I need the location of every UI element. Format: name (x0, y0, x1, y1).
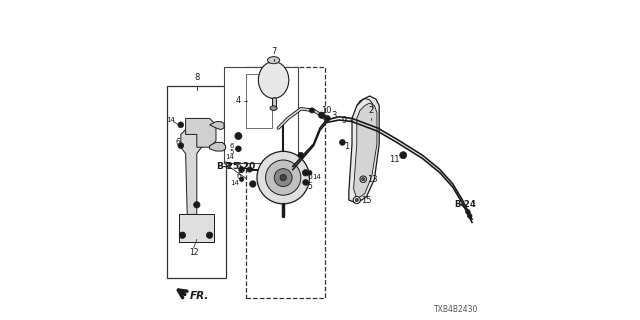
Polygon shape (354, 103, 377, 199)
Circle shape (303, 170, 309, 176)
Text: 6: 6 (236, 172, 241, 180)
Circle shape (298, 152, 304, 158)
Circle shape (310, 108, 315, 113)
Circle shape (303, 180, 308, 185)
Circle shape (239, 177, 244, 181)
Text: 11: 11 (390, 155, 400, 164)
Circle shape (194, 202, 200, 208)
FancyBboxPatch shape (224, 67, 298, 163)
Circle shape (235, 132, 242, 140)
Ellipse shape (259, 62, 289, 99)
Circle shape (339, 140, 346, 145)
Text: 6: 6 (230, 143, 234, 148)
Ellipse shape (270, 106, 277, 110)
Text: 1: 1 (344, 142, 349, 151)
Text: 4: 4 (236, 96, 241, 105)
Polygon shape (181, 128, 202, 214)
Circle shape (399, 152, 407, 159)
Text: 2: 2 (369, 106, 374, 115)
Circle shape (178, 122, 184, 128)
Polygon shape (186, 118, 216, 147)
Text: 3: 3 (332, 111, 337, 120)
Text: TXB4B2430: TXB4B2430 (434, 305, 479, 314)
Text: 15: 15 (361, 196, 371, 204)
Circle shape (465, 210, 470, 214)
Circle shape (467, 214, 472, 218)
Text: 6: 6 (175, 138, 180, 147)
Text: 5: 5 (236, 162, 241, 171)
Circle shape (266, 160, 301, 195)
Text: 6: 6 (308, 172, 313, 181)
Text: 14: 14 (230, 180, 239, 186)
Circle shape (324, 116, 330, 121)
Circle shape (250, 181, 256, 187)
Text: 5: 5 (307, 182, 312, 191)
Text: 8: 8 (194, 73, 200, 82)
FancyBboxPatch shape (246, 67, 325, 298)
FancyBboxPatch shape (179, 214, 214, 242)
Circle shape (206, 232, 212, 238)
Text: 12: 12 (189, 248, 198, 257)
Circle shape (178, 143, 184, 148)
Text: 13: 13 (367, 175, 378, 184)
Circle shape (247, 167, 252, 172)
Circle shape (236, 146, 241, 152)
Text: 10: 10 (321, 106, 332, 115)
Text: 7: 7 (271, 47, 276, 56)
Polygon shape (210, 122, 224, 130)
Text: 14: 14 (225, 155, 234, 160)
Text: B-24: B-24 (454, 200, 476, 209)
Circle shape (239, 167, 244, 172)
Circle shape (257, 151, 310, 204)
Circle shape (355, 198, 358, 202)
Circle shape (362, 178, 365, 181)
Text: 5: 5 (230, 149, 234, 155)
Circle shape (280, 174, 287, 181)
Circle shape (275, 169, 292, 187)
Circle shape (360, 176, 367, 182)
Circle shape (319, 112, 325, 118)
Ellipse shape (268, 57, 280, 64)
Text: B-25-20: B-25-20 (216, 162, 255, 171)
Polygon shape (210, 142, 226, 151)
Circle shape (179, 232, 186, 238)
Text: 14: 14 (312, 174, 321, 180)
Text: FR.: FR. (189, 291, 209, 301)
Polygon shape (349, 96, 380, 203)
FancyBboxPatch shape (246, 74, 272, 128)
FancyBboxPatch shape (167, 86, 227, 278)
Circle shape (307, 171, 312, 175)
Text: 14: 14 (166, 117, 175, 123)
Text: 9: 9 (342, 116, 347, 124)
Circle shape (353, 196, 360, 204)
